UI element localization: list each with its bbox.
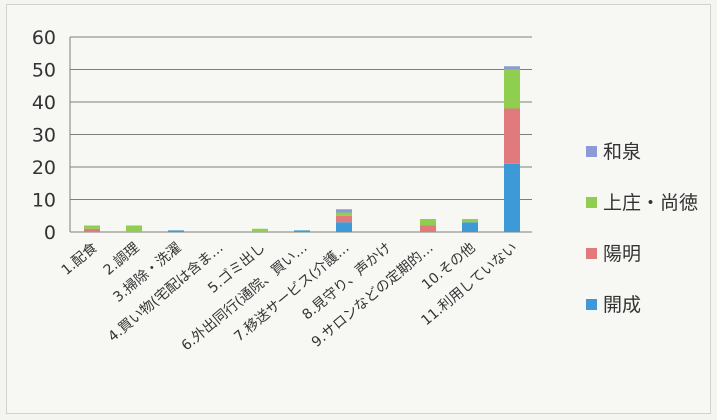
bar-segment (462, 219, 478, 223)
y-tick-label: 10 (32, 190, 56, 212)
y-tick-label: 0 (44, 222, 56, 244)
bar-segment (336, 209, 352, 213)
chart-frame (6, 4, 711, 414)
bar-segment (504, 163, 520, 232)
bar-segment (168, 230, 184, 232)
bar-segment (504, 69, 520, 109)
bar-segment (336, 212, 352, 216)
legend-swatch (586, 197, 597, 208)
bar-segment (420, 225, 436, 232)
bar-segment (504, 108, 520, 164)
bar-segment (504, 66, 520, 70)
legend-swatch (586, 299, 597, 310)
gridlines (69, 36, 532, 233)
bar-segment (420, 219, 436, 226)
legend-label: 上庄・尚徳 (603, 192, 698, 214)
bar-segment (126, 225, 142, 232)
bar-segment (84, 228, 100, 232)
bar-segment (84, 225, 100, 229)
bar-segment (294, 230, 310, 232)
legend-label: 開成 (603, 294, 641, 316)
legend-swatch (586, 146, 597, 157)
y-tick-label: 40 (32, 92, 56, 114)
y-tick-label: 30 (32, 125, 56, 147)
bars (84, 66, 520, 232)
legend-label: 和泉 (603, 141, 641, 163)
y-tick-label: 60 (32, 27, 56, 49)
legend-swatch (586, 248, 597, 259)
bar-segment (252, 228, 268, 232)
y-tick-label: 50 (32, 60, 56, 82)
y-tick-label: 20 (32, 157, 56, 179)
x-axis-labels: 1.配食 2.調理3.掃除・洗濯4.買い物(宅配は含ま…5.ゴミ出し6.外出同行(… (58, 239, 521, 354)
bar-segment (462, 222, 478, 232)
legend-label: 陽明 (603, 243, 641, 265)
y-axis-ticks: 0 10 20 30 40 50 60 (32, 27, 56, 244)
x-tick-label: 1.配食 (58, 239, 101, 279)
bar-segment (336, 222, 352, 232)
bar-segment (336, 215, 352, 223)
